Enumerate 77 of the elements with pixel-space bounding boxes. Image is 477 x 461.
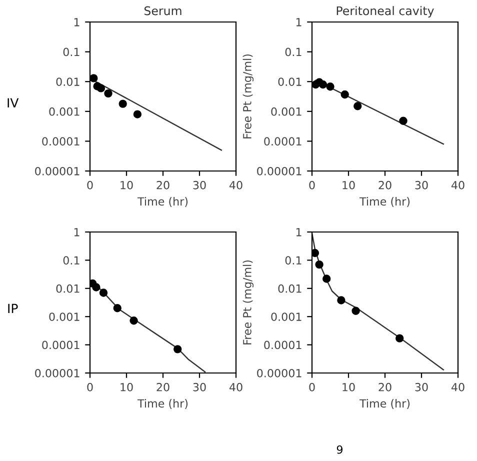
x-tick-label: 30 — [415, 180, 428, 190]
y-tick-label: 1 — [296, 228, 302, 236]
point — [337, 296, 346, 304]
y-tick-label: 0.01 — [278, 284, 302, 293]
x-tick-label: 10 — [120, 382, 133, 392]
line-series — [312, 232, 444, 370]
y-tick-label: 0.01 — [278, 78, 302, 86]
x-tick-label: 30 — [193, 382, 206, 392]
x-axis-title: Time (hr) — [359, 399, 410, 409]
x-tick-label: 40 — [229, 382, 242, 392]
y-tick-label: 0.01 — [56, 284, 80, 293]
x-tick-label: 20 — [378, 382, 392, 392]
y-tick-label: 0.1 — [285, 48, 302, 56]
chart-title: Peritoneal cavity — [336, 6, 434, 18]
point — [396, 334, 404, 342]
x-tick-label: 30 — [193, 180, 206, 190]
y-tick-label: 0.00001 — [257, 368, 302, 378]
y-tick-label: 0.0001 — [42, 137, 80, 146]
y-tick-label: 0.1 — [63, 48, 80, 56]
y-tick-label: 0.0001 — [264, 340, 302, 350]
x-tick-label: 10 — [342, 382, 355, 392]
point — [318, 80, 328, 89]
y-axis-title: Free Pt (mg/ml) — [242, 54, 254, 138]
point — [340, 90, 349, 99]
x-tick-label: 40 — [451, 382, 464, 392]
point — [352, 306, 360, 315]
point — [118, 100, 127, 108]
point — [113, 304, 122, 312]
x-tick-label: 0 — [309, 382, 315, 392]
chart-title: Serum — [144, 6, 182, 16]
y-tick-label: 0.00001 — [35, 368, 80, 378]
y-tick-label: 0.01 — [56, 78, 80, 86]
x-tick-label: 20 — [156, 180, 170, 190]
point — [130, 316, 138, 325]
point — [322, 274, 331, 283]
y-tick-label: 0.0001 — [42, 340, 80, 350]
x-tick-label: 40 — [451, 180, 464, 190]
y-tick-label: 1 — [296, 18, 302, 26]
y-tick-label: 0.0001 — [264, 137, 302, 146]
point — [92, 283, 100, 292]
y-tick-label: 0.001 — [49, 107, 80, 116]
x-axis-title: Time (hr) — [359, 197, 410, 207]
x-tick-label: 10 — [342, 180, 355, 190]
point — [326, 82, 334, 91]
x-tick-label: 0 — [87, 180, 93, 190]
y-tick-label: 0.1 — [285, 256, 302, 265]
x-tick-label: 0 — [309, 180, 315, 190]
point — [399, 116, 408, 125]
point — [104, 89, 112, 98]
y-tick-label: 0.001 — [49, 312, 80, 321]
text: 9 — [336, 445, 342, 454]
y-tick-label: 0.1 — [63, 256, 80, 265]
x-tick-label: 30 — [415, 382, 428, 392]
y-tick-label: 1 — [74, 18, 80, 26]
point — [96, 84, 106, 92]
y-tick-label: 0.001 — [271, 107, 302, 116]
text: IV — [8, 98, 19, 108]
x-axis-title: Time (hr) — [137, 399, 188, 409]
point — [315, 260, 324, 269]
y-tick-label: 0.00001 — [35, 166, 80, 176]
y-tick-label: 0.001 — [271, 312, 302, 321]
point — [99, 288, 108, 297]
y-axis-title: Free Pt (mg/ml) — [242, 260, 254, 344]
x-tick-label: 40 — [229, 180, 242, 190]
x-tick-label: 20 — [156, 382, 170, 392]
x-tick-label: 0 — [87, 382, 93, 392]
x-tick-label: 20 — [378, 180, 392, 190]
point — [174, 345, 182, 354]
text: IP — [8, 304, 18, 313]
y-tick-label: 1 — [74, 228, 80, 236]
x-tick-label: 10 — [120, 180, 133, 190]
x-axis-title: Time (hr) — [137, 197, 188, 207]
point — [354, 102, 362, 110]
y-tick-label: 0.00001 — [257, 166, 302, 176]
point — [312, 248, 320, 258]
point — [90, 74, 98, 82]
point — [133, 110, 142, 118]
